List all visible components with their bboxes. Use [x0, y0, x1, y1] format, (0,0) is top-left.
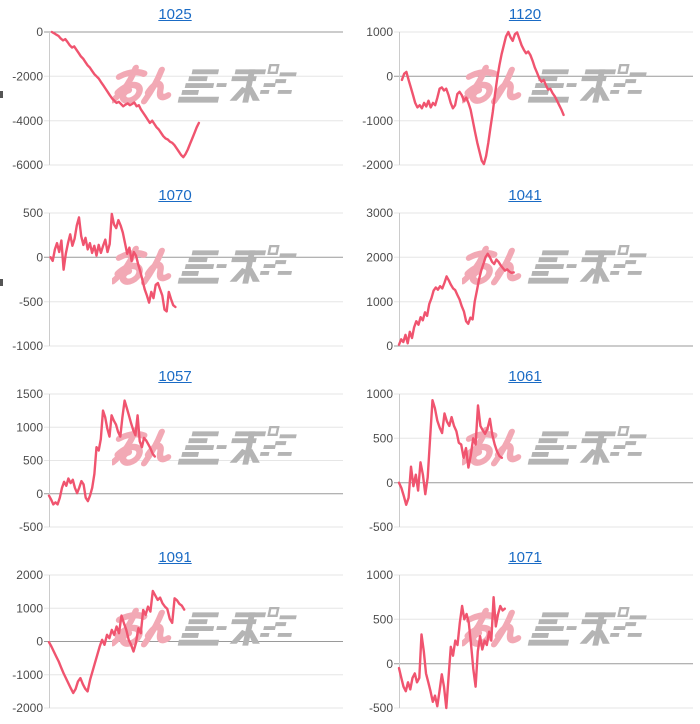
clipped-axis-label-fragment	[0, 279, 3, 286]
y-axis-tick-label: 0	[36, 25, 43, 39]
machine-number-link[interactable]: 1071	[508, 549, 542, 566]
y-axis-tick-label: 0	[36, 487, 43, 501]
y-axis-tick-label: -6000	[12, 158, 43, 172]
chart-cell: 1071 1000 500 0 -500	[350, 543, 700, 724]
chart-cell: 1041 3000 2000 1000 0	[350, 181, 700, 362]
chart-cell: 1120 1000 0 -1000 -2000	[350, 0, 700, 181]
profit-line	[49, 212, 177, 313]
chart-cell: 1061 1000 500 0 -500	[350, 362, 700, 543]
y-axis-tick-label: -2000	[12, 70, 43, 84]
profit-graph: 1000 500 0 -500	[366, 387, 693, 534]
y-axis-tick-label: 2000	[16, 568, 43, 582]
profit-graph: 0 -2000 -4000 -6000	[12, 25, 343, 172]
machine-number-link[interactable]: 1061	[508, 368, 542, 385]
chart-cell: 1091 2000 1000 0 -1000 -2000	[0, 543, 350, 724]
y-axis-tick-label: 500	[23, 206, 43, 220]
profit-line	[397, 596, 507, 710]
profit-graph: 1000 0 -1000 -2000	[362, 25, 693, 172]
y-axis-tick-label: -1000	[12, 668, 43, 682]
machine-number-link[interactable]: 1041	[508, 187, 542, 204]
y-axis-tick-label: 1000	[16, 602, 43, 616]
y-axis-tick-label: 3000	[366, 206, 393, 220]
chart-cell: 1057 1500 1000 500 0 -500	[0, 362, 350, 543]
y-axis-tick-label: 1000	[366, 387, 393, 401]
y-axis-tick-label: -4000	[12, 114, 43, 128]
y-axis-tick-label: 0	[36, 251, 43, 265]
y-axis-tick-label: 500	[23, 454, 43, 468]
y-axis-tick-label: -1000	[12, 339, 43, 353]
profit-graph: 500 0 -500 -1000	[12, 206, 343, 353]
y-axis-tick-label: 0	[386, 339, 393, 353]
y-axis-tick-label: -500	[369, 520, 393, 534]
y-axis-tick-label: -2000	[12, 701, 43, 715]
y-axis-tick-label: 2000	[366, 251, 393, 265]
minrepo-watermark	[463, 427, 648, 464]
profit-line	[47, 399, 157, 506]
profit-line	[397, 399, 504, 507]
y-axis-tick-label: -500	[369, 701, 393, 715]
machine-number-link[interactable]: 1057	[158, 368, 192, 385]
y-axis-tick-label: 0	[386, 476, 393, 490]
y-axis-tick-label: 0	[386, 657, 393, 671]
profit-line	[397, 252, 515, 346]
machine-number-link[interactable]: 1120	[508, 6, 542, 23]
machine-number-link[interactable]: 1091	[158, 549, 192, 566]
minrepo-watermark	[113, 65, 298, 102]
y-axis-tick-label: -1000	[362, 114, 393, 128]
profit-line	[50, 30, 201, 159]
y-axis-tick-label: 0	[386, 70, 393, 84]
profit-graph: 1500 1000 500 0 -500	[16, 387, 343, 534]
y-axis-tick-label: 500	[373, 613, 393, 627]
y-axis-tick-label: 1000	[16, 421, 43, 435]
y-axis-tick-label: 1500	[16, 387, 43, 401]
y-axis-tick-label: 0	[36, 635, 43, 649]
profit-graph: 3000 2000 1000 0	[366, 206, 693, 353]
profit-graph: 1000 500 0 -500	[366, 568, 693, 715]
y-axis-tick-label: -500	[19, 295, 43, 309]
profit-line	[47, 589, 186, 695]
y-axis-tick-label: 1000	[366, 568, 393, 582]
minrepo-watermark	[113, 246, 298, 283]
y-axis-tick-label: 1000	[366, 295, 393, 309]
y-axis-tick-label: -500	[19, 520, 43, 534]
y-axis-tick-label: -2000	[362, 158, 393, 172]
chart-cell: 1025 0 -2000 -4000 -6000	[0, 0, 350, 181]
y-axis-tick-label: 1000	[366, 25, 393, 39]
clipped-axis-label-fragment	[0, 91, 3, 98]
profit-graph: 2000 1000 0 -1000 -2000	[12, 568, 343, 715]
chart-cell: 1070 500 0 -500 -1000	[0, 181, 350, 362]
machine-number-link[interactable]: 1070	[158, 187, 192, 204]
minrepo-watermark	[463, 246, 648, 283]
profit-line	[400, 30, 565, 166]
machine-number-link[interactable]: 1025	[158, 6, 192, 23]
y-axis-tick-label: 500	[373, 432, 393, 446]
